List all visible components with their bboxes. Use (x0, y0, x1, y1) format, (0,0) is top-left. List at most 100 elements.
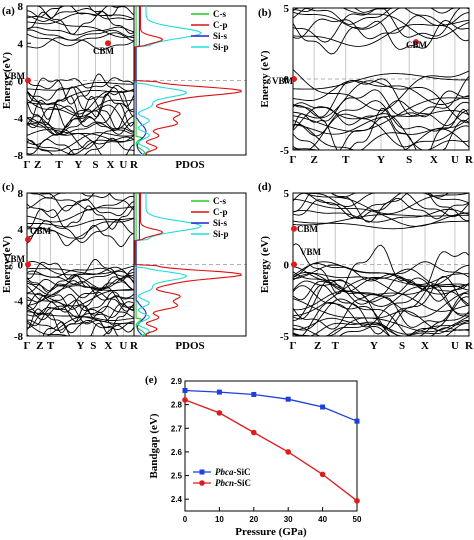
band-line (292, 7, 469, 30)
y-axis-label: Energy (eV) (1, 236, 13, 293)
x-axis-label: Pressure (GPa) (235, 526, 307, 538)
y-tick-label: 8 (18, 188, 24, 200)
band-line (26, 293, 135, 316)
y-axis-label: Bandgap (eV) (148, 413, 160, 478)
y-tick-label: 0 (18, 260, 24, 272)
band-line (27, 82, 134, 91)
k-point-label: X (421, 340, 429, 352)
band-line (26, 29, 135, 41)
k-point-label: Z (314, 340, 321, 352)
legend-label: Si-s (213, 31, 228, 41)
k-point-label: S (92, 159, 98, 171)
band-line (26, 86, 135, 120)
band-line (26, 265, 135, 275)
k-point-label: Γ (290, 154, 297, 166)
band-line (292, 319, 470, 337)
band-line (292, 97, 470, 132)
x-tick-label: 50 (353, 515, 362, 524)
y-tick-label: 8 (18, 1, 24, 13)
panel-label: (d) (258, 181, 272, 193)
y-tick-label: 2.4 (171, 495, 183, 504)
cbm-label: CBM (406, 40, 428, 50)
k-point-label: X (106, 159, 114, 171)
y-tick-label: 5 (284, 188, 290, 200)
band-line (26, 321, 134, 337)
legend-label: Si-p (213, 42, 229, 52)
data-point (216, 410, 223, 416)
x-tick-label: 30 (284, 515, 293, 524)
panel-label: (c) (2, 181, 15, 193)
band-line (26, 273, 135, 293)
y-tick-label: -5 (280, 331, 290, 343)
band-line (26, 137, 135, 156)
y-axis-label: Energy (eV) (1, 52, 13, 109)
k-point-label: T (47, 340, 55, 352)
band-line (292, 271, 470, 318)
x-tick-label: 10 (215, 515, 224, 524)
band-line (26, 205, 135, 230)
series-line-pbcn (184, 399, 358, 502)
y-axis-label: Energy (eV) (259, 236, 271, 293)
band-line (292, 7, 469, 14)
vbm-label: VBM (4, 71, 26, 81)
band-line (292, 7, 470, 26)
y-tick-label: 5 (284, 3, 290, 15)
x-tick-label: 40 (318, 515, 327, 524)
k-point-label: R (465, 340, 474, 352)
k-point-label: R (130, 340, 139, 352)
legend-label-italic: Pbcn (215, 478, 234, 488)
legend-marker (199, 469, 205, 475)
vbm-marker (291, 76, 297, 82)
data-point (285, 396, 291, 402)
band-line (26, 102, 135, 129)
k-point-label: U (451, 154, 459, 166)
data-point (285, 449, 292, 455)
band-line (292, 290, 470, 312)
band-line (26, 292, 135, 312)
k-point-label: U (451, 340, 459, 352)
vbm-marker (25, 261, 31, 268)
vbm-marker (291, 261, 297, 268)
y-tick-label: 4 (18, 224, 24, 236)
band-line (26, 77, 135, 90)
band-line (292, 75, 470, 118)
cbm-marker (105, 40, 111, 47)
band-line (292, 276, 470, 302)
legend-label-suffix: -SiC (234, 478, 251, 488)
band-line (292, 7, 470, 43)
band-line (27, 12, 135, 25)
data-point (216, 389, 222, 395)
pdos-label: PDOS (175, 340, 204, 352)
legend-label: Si-p (213, 229, 229, 239)
cbm-label: CBM (30, 226, 52, 236)
k-point-label: T (332, 340, 340, 352)
band-line (26, 299, 135, 321)
band-line (292, 283, 470, 335)
band-line (292, 15, 470, 42)
y-tick-label: 2.7 (171, 424, 183, 433)
band-line (292, 19, 469, 55)
series-line-pbca (184, 389, 358, 422)
band-line (292, 100, 470, 137)
k-point-label: Y (370, 340, 378, 352)
y-tick-label: -5 (280, 145, 290, 157)
x-tick-label: 20 (249, 515, 258, 524)
k-point-label: S (399, 340, 405, 352)
y-tick-label: -8 (14, 331, 24, 343)
band-line (292, 73, 469, 90)
cbm-label: CBM (297, 224, 319, 234)
band-line (27, 217, 135, 228)
band-line (26, 26, 135, 36)
y-tick-label: 0 (18, 76, 24, 88)
band-line (26, 261, 135, 290)
band-line (27, 5, 134, 19)
band-line (27, 311, 135, 334)
panel-label: (a) (2, 5, 15, 17)
k-point-label: Z (36, 340, 43, 352)
y-tick-label: 2.8 (171, 401, 183, 410)
legend-marker (199, 480, 205, 486)
band-line (26, 98, 135, 117)
band-line (26, 280, 135, 292)
band-line (293, 296, 470, 337)
legend-label: Pbca-SiC (215, 467, 251, 477)
